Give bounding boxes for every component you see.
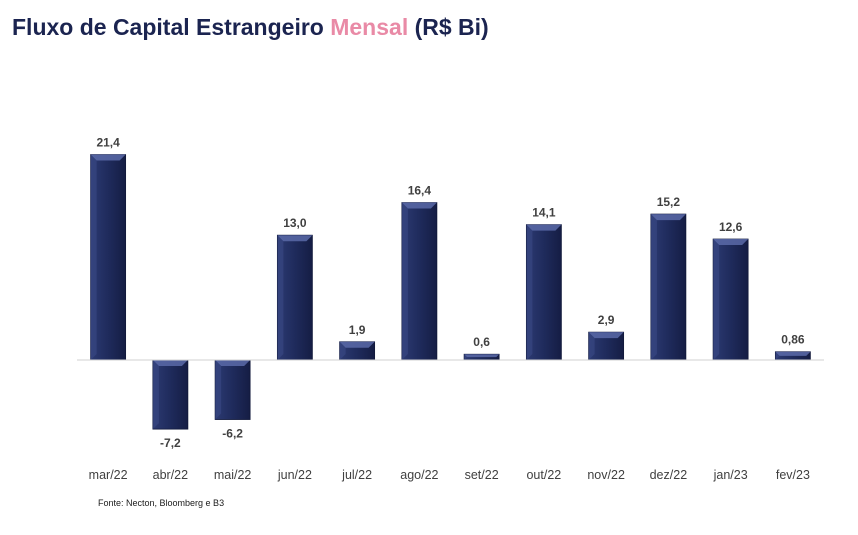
bar-nov-22 [588,331,625,361]
bar-dez-22 [650,213,687,361]
value-label: 15,2 [657,195,681,209]
bar-fev-23 [774,351,811,361]
value-label: 14,1 [532,206,556,220]
category-labels-group: mar/22 abr/22 mai/22 jun/22 jul/22 ago/22 set/… [89,468,810,482]
category-label: ago/22 [400,468,438,482]
value-label: 12,6 [719,220,743,234]
value-label: 2,9 [598,313,615,327]
value-label: 0,6 [473,335,490,349]
category-label: mar/22 [89,468,128,482]
bar-jul-22 [339,341,376,361]
bar-mar-22 [90,154,127,361]
category-label: jan/23 [713,468,748,482]
bars-group [90,154,811,430]
category-label: mai/22 [214,468,252,482]
value-label: 21,4 [96,136,120,150]
value-label: -6,2 [222,427,243,441]
category-label: dez/22 [650,468,688,482]
value-label: 16,4 [408,184,432,198]
value-label: 0,86 [781,333,805,347]
bar-abr-22 [152,359,189,430]
chart-title-part1: Fluxo de Capital Estrangeiro [12,14,331,40]
category-label: jun/22 [277,468,312,482]
chart-title-part2: (R$ Bi) [408,14,489,40]
chart-title: Fluxo de Capital Estrangeiro Mensal (R$ … [12,14,489,41]
category-label: fev/23 [776,468,810,482]
value-label: 13,0 [283,216,307,230]
bar-out-22 [525,224,562,361]
category-label: set/22 [465,468,499,482]
chart-title-highlight: Mensal [330,14,409,40]
category-label: abr/22 [153,468,188,482]
bar-jan-23 [712,238,749,361]
bar-ago-22 [401,202,438,361]
value-label: 1,9 [349,323,366,337]
category-label: out/22 [526,468,561,482]
category-label: jul/22 [341,468,372,482]
source-note: Fonte: Necton, Bloomberg e B3 [98,498,225,508]
bar-mai-22 [214,359,251,420]
value-labels-group: 21,4 -7,2 -6,2 13,0 1,9 16,4 0,6 14,1 2,9 15,2 12,… [96,136,804,451]
bar-set-22 [463,353,500,361]
category-label: nov/22 [587,468,625,482]
bar-jun-22 [276,234,313,361]
value-label: -7,2 [160,436,181,450]
